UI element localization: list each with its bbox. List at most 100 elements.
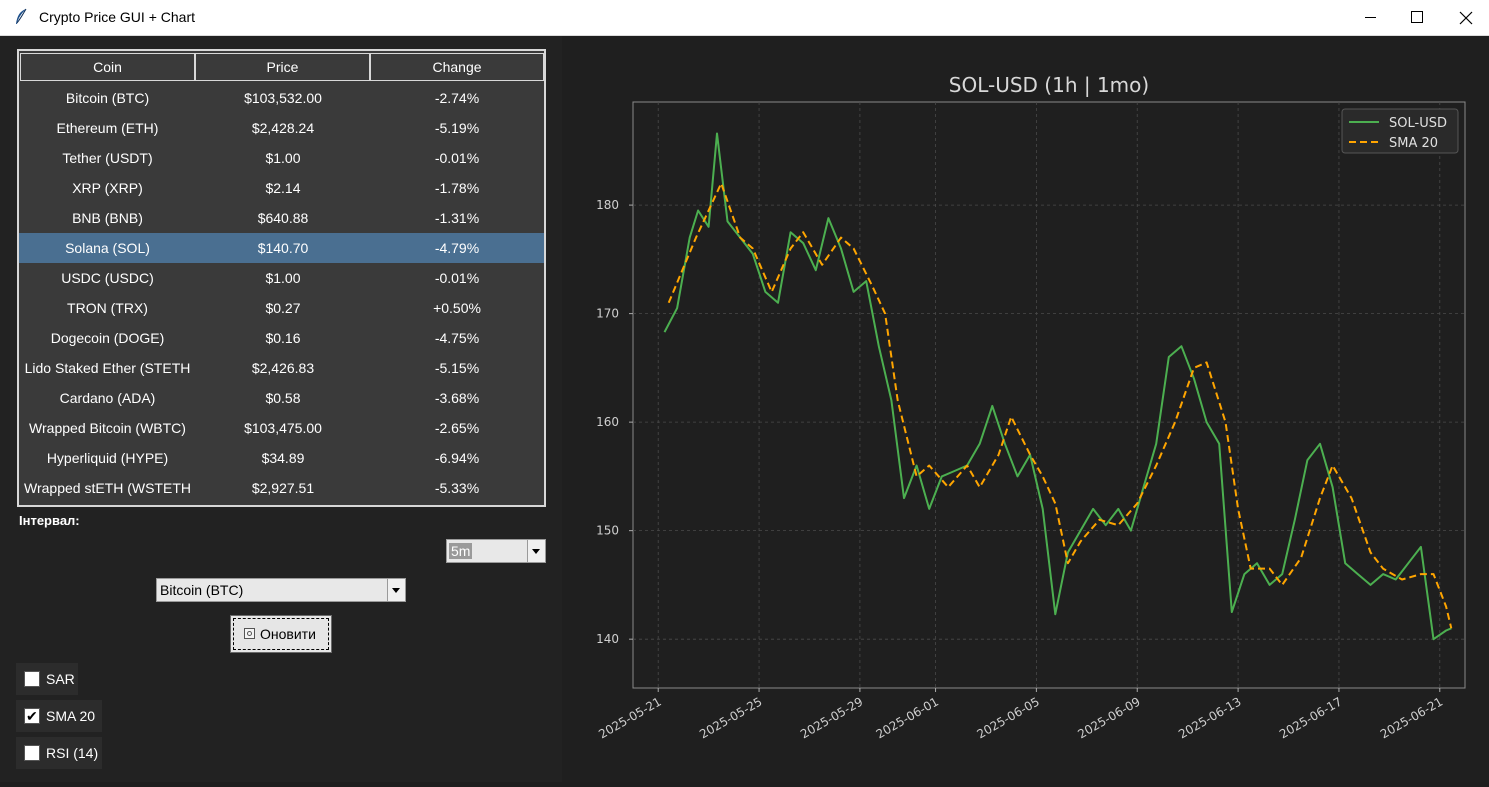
checkbox-box[interactable] <box>24 745 40 761</box>
change-cell: -0.01% <box>434 150 480 166</box>
change-cell: -1.78% <box>434 180 480 196</box>
series-line-sma-20 <box>667 182 1453 629</box>
coin-cell: Wrapped Bitcoin (WBTC) <box>29 420 186 436</box>
column-header-change[interactable]: Change <box>370 53 544 81</box>
coin-cell: Dogecoin (DOGE) <box>50 330 165 346</box>
interval-label: Інтервал: <box>19 513 80 528</box>
window-title: Crypto Price GUI + Chart <box>39 9 195 25</box>
change-cell: -0.01% <box>434 270 480 286</box>
checkbox-sar[interactable]: SAR <box>16 663 78 695</box>
price-cell: $640.88 <box>257 210 309 226</box>
coin-cell: Cardano (ADA) <box>59 390 156 406</box>
change-cell: -6.94% <box>434 450 480 466</box>
price-cell: $0.16 <box>265 330 301 346</box>
change-cell: -4.79% <box>434 240 480 256</box>
checkbox-box[interactable] <box>24 671 40 687</box>
interval-select-value: 5m <box>449 543 473 559</box>
table-row[interactable]: Bitcoin (BTC) $103,532.00 -2.74% <box>19 83 544 113</box>
coin-cell: Wrapped stETH (WSTETH <box>24 480 191 496</box>
price-cell: $1.00 <box>265 270 301 286</box>
table-row[interactable]: Solana (SOL) $140.70 -4.79% <box>19 233 544 263</box>
refresh-button[interactable]: Оновити <box>230 615 332 653</box>
legend-label: SMA 20 <box>1389 136 1438 151</box>
coin-cell: USDC (USDC) <box>61 270 154 286</box>
table-row[interactable]: USDC (USDC) $1.00 -0.01% <box>19 263 544 293</box>
chevron-down-icon[interactable] <box>527 540 545 562</box>
legend-label: SOL-USD <box>1389 116 1447 131</box>
coin-select[interactable]: Bitcoin (BTC) <box>156 578 406 602</box>
coin-cell: BNB (BNB) <box>72 210 143 226</box>
coin-select-value: Bitcoin (BTC) <box>160 582 244 598</box>
change-cell: -2.74% <box>434 90 480 106</box>
x-tick-label: 2025-06-17 <box>1277 694 1344 741</box>
table-row[interactable]: Dogecoin (DOGE) $0.16 -4.75% <box>19 323 544 353</box>
table-row[interactable]: Hyperliquid (HYPE) $34.89 -6.94% <box>19 443 544 473</box>
coin-cell: Bitcoin (BTC) <box>65 90 150 106</box>
price-chart: SOL-USD (1h | 1mo) 140 150 160 170 180 2025-0… <box>596 73 1466 741</box>
close-button[interactable] <box>1443 0 1489 35</box>
checkbox-rsi[interactable]: RSI (14) <box>16 737 102 769</box>
x-tick-label: 2025-06-01 <box>874 694 941 741</box>
coin-cell: Hyperliquid (HYPE) <box>46 450 169 466</box>
refresh-icon <box>244 628 255 639</box>
focus-ring <box>233 618 329 650</box>
price-cell: $2,426.83 <box>251 360 315 376</box>
y-tick-label: 180 <box>596 198 619 212</box>
main-content: Coin Price Change Bitcoin (BTC) $103,532.… <box>0 36 1489 782</box>
checkbox-sma[interactable]: ✔ SMA 20 <box>16 700 102 732</box>
maximize-icon <box>1411 11 1423 23</box>
change-cell: -5.33% <box>434 480 480 496</box>
table-row[interactable]: Cardano (ADA) $0.58 -3.68% <box>19 383 544 413</box>
change-cell: -1.31% <box>434 210 480 226</box>
price-cell: $2,927.51 <box>251 480 315 496</box>
checkbox-label: SMA 20 <box>46 708 96 724</box>
price-cell: $2.14 <box>265 180 301 196</box>
x-tick-label: 2025-06-05 <box>974 694 1041 741</box>
y-tick-label: 140 <box>596 632 619 646</box>
refresh-button-label: Оновити <box>260 626 316 642</box>
x-tick-label: 2025-05-25 <box>697 694 764 741</box>
x-tick-label: 2025-05-29 <box>798 694 865 741</box>
interval-select[interactable]: 5m <box>446 539 546 563</box>
checkbox-box[interactable]: ✔ <box>24 708 40 724</box>
maximize-button[interactable] <box>1395 0 1441 35</box>
left-panel: Coin Price Change Bitcoin (BTC) $103,532.… <box>0 36 562 782</box>
coin-cell: TRON (TRX) <box>67 300 148 316</box>
table-row[interactable]: XRP (XRP) $2.14 -1.78% <box>19 173 544 203</box>
table-row[interactable]: Wrapped Bitcoin (WBTC) $103,475.00 -2.65% <box>19 413 544 443</box>
table-row[interactable]: Ethereum (ETH) $2,428.24 -5.19% <box>19 113 544 143</box>
feather-icon <box>16 8 27 24</box>
x-tick-label: 2025-06-13 <box>1176 694 1243 741</box>
price-cell: $140.70 <box>257 240 309 256</box>
change-cell: -5.15% <box>434 360 480 376</box>
coin-cell: Lido Staked Ether (STETH <box>24 360 191 376</box>
table-row[interactable]: Lido Staked Ether (STETH $2,426.83 -5.15% <box>19 353 544 383</box>
table-row[interactable]: TRON (TRX) $0.27 +0.50% <box>19 293 544 323</box>
table-row[interactable]: Wrapped stETH (WSTETH $2,927.51 -5.33% <box>19 473 544 503</box>
table-row[interactable]: Tether (USDT) $1.00 -0.01% <box>19 143 544 173</box>
coin-cell: Solana (SOL) <box>65 240 150 256</box>
chart-title: SOL-USD (1h | 1mo) <box>949 73 1149 97</box>
x-tick-label: 2025-05-21 <box>596 694 663 741</box>
coin-cell: Tether (USDT) <box>62 150 153 166</box>
x-tick-label: 2025-06-21 <box>1378 694 1445 741</box>
price-cell: $0.27 <box>265 300 301 316</box>
checkbox-label: RSI (14) <box>46 745 99 761</box>
chart-panel: SOL-USD (1h | 1mo) 140 150 160 170 180 2025-0… <box>562 36 1489 782</box>
minimize-button[interactable] <box>1349 0 1395 35</box>
change-cell: -3.68% <box>434 390 480 406</box>
price-cell: $2,428.24 <box>251 120 315 136</box>
coin-cell: Ethereum (ETH) <box>56 120 159 136</box>
y-tick-label: 170 <box>596 307 619 321</box>
price-table[interactable]: Coin Price Change Bitcoin (BTC) $103,532.… <box>17 49 546 507</box>
change-cell: -2.65% <box>434 420 480 436</box>
column-header-coin[interactable]: Coin <box>20 53 195 81</box>
chevron-down-icon[interactable] <box>387 579 405 601</box>
x-tick-label: 2025-06-09 <box>1075 694 1142 741</box>
column-header-price[interactable]: Price <box>195 53 370 81</box>
table-row[interactable]: BNB (BNB) $640.88 -1.31% <box>19 203 544 233</box>
change-cell: +0.50% <box>433 300 481 316</box>
price-cell: $34.89 <box>261 450 305 466</box>
price-cell: $0.58 <box>265 390 301 406</box>
y-tick-label: 160 <box>596 415 619 429</box>
